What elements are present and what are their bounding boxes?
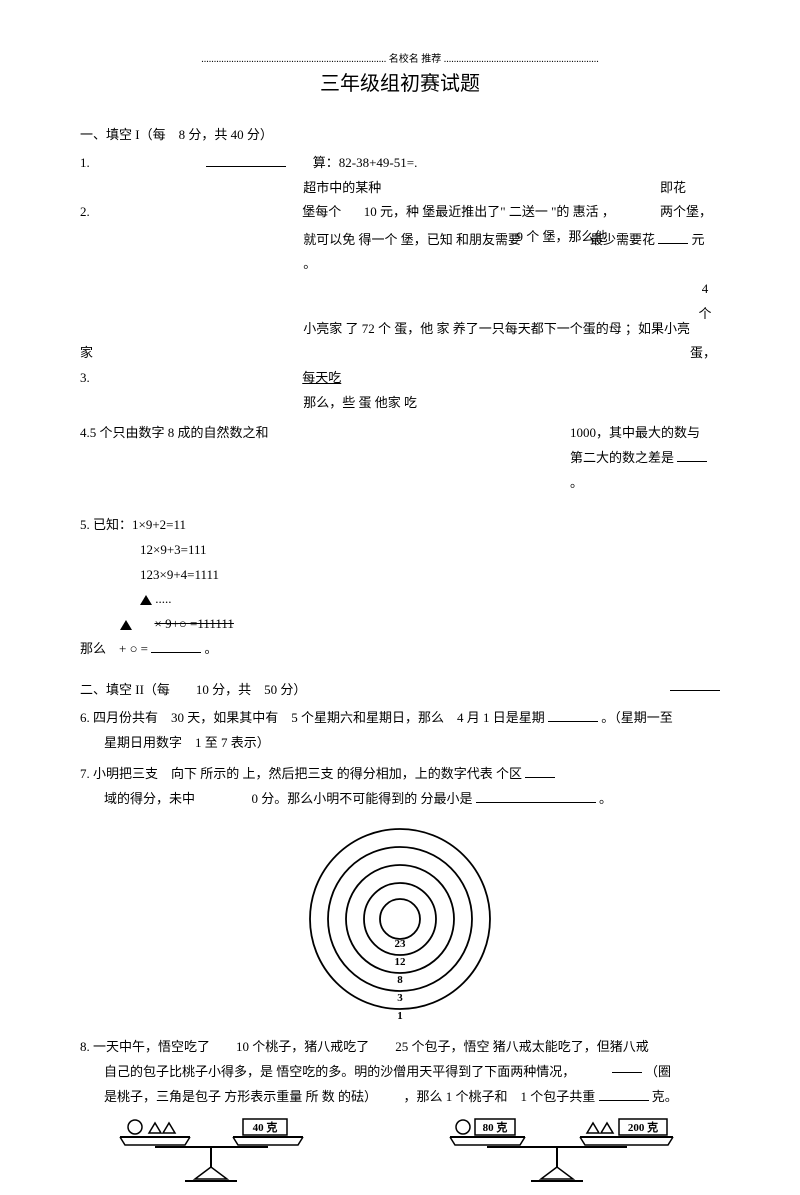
q2-l1: 超市中的某种 即花 — [80, 176, 720, 201]
svg-text:3: 3 — [397, 992, 403, 1004]
q5-l2: 12×9+3=111 — [140, 538, 720, 563]
q8-l3: 是桃子，三角是包子 方形表示重量 所 数 的砝） ，那么 1 个桃子和 1 个包… — [104, 1085, 720, 1110]
q3-num: 3. — [80, 370, 90, 385]
q7-l2: 域的得分，未中 0 分。那么小明不可能得到的 分最小是 。 — [104, 787, 720, 812]
page-title: 三年级组初赛试题 — [80, 67, 720, 96]
q2-l2: 2. 堡每个 10 元，种 堡最近推出了" 二送一 "的 惠活 ， 两个堡， — [80, 200, 720, 225]
q8-l2: 自己的包子比桃子小得多，是 悟空吃的多。明的沙僧用天平得到了下面两种情况， （圈 — [104, 1060, 720, 1085]
header-rule: ........................................… — [80, 50, 720, 65]
q5-l5: × 9+○ =111111 — [120, 612, 720, 637]
q1-num: 1. — [80, 155, 90, 170]
q8-l1: 8. 一天中午，悟空吃了 10 个桃子，猪八戒吃了 25 个包子，悟空 猪八戒太… — [80, 1035, 720, 1060]
q5-last: 那么 + ○ = 。 — [80, 637, 720, 662]
svg-text:1: 1 — [397, 1010, 403, 1022]
q6-l2: 星期日用数字 1 至 7 表示） — [104, 731, 720, 756]
svg-text:40 克: 40 克 — [253, 1120, 278, 1134]
q3-l3: 那么，些 蛋 他家 吃 — [80, 391, 720, 416]
svg-text:23: 23 — [395, 938, 407, 950]
svg-text:80 克: 80 克 — [483, 1120, 508, 1134]
svg-text:12: 12 — [395, 956, 407, 968]
q1: 1. 算：82-38+49-51=. — [80, 151, 720, 176]
scale-right: 80 克 200 克 — [445, 1115, 685, 1195]
triangle-icon — [120, 620, 132, 630]
scales-figure: 40 克 80 克 200 克 — [80, 1115, 720, 1195]
q2-l4: 就可以免 得一个 堡，已知 和朋友需要 最少需要花 元 — [80, 228, 720, 253]
q4: 1000，其中最大的数与 第二大的数之差是 。 4.5 个只由数字 8 成的自然… — [80, 421, 720, 495]
q2-dot: 。 — [80, 252, 720, 277]
q3-l1: 小亮家 了 72 个 蛋，他 家 养了一只每天都下一个蛋的母 ；如果小亮家 蛋， — [80, 317, 720, 366]
q2-num: 2. — [80, 204, 90, 219]
blank — [206, 166, 286, 167]
q3-l2: 3. 每天吃 — [80, 366, 720, 391]
section2-head: 二、填空 II（每 10 分，共 50 分） — [80, 679, 720, 698]
triangle-icon — [140, 595, 152, 605]
scale-left: 40 克 — [115, 1115, 315, 1195]
section1-head: 一、填空 I（每 8 分，共 40 分） — [80, 124, 720, 143]
q5-l1: 5. 已知：1×9+2=11 — [80, 513, 720, 538]
q5-l4: ..... — [140, 587, 720, 612]
q1-text: 算：82-38+49-51=. — [313, 155, 418, 170]
svg-text:8: 8 — [397, 974, 403, 986]
q6-l1: 6. 四月份共有 30 天，如果其中有 5 个星期六和星期日，那么 4 月 1 … — [80, 706, 720, 731]
svg-text:200 克: 200 克 — [628, 1120, 658, 1134]
q7-l1: 7. 小明把三支 向下 所示的 上，然后把三支 的得分相加，上的数字代表 个区 — [80, 762, 720, 787]
target-figure: 23 12 8 3 1 — [80, 819, 720, 1029]
q5-l3: 123×9+4=1111 — [140, 563, 720, 588]
